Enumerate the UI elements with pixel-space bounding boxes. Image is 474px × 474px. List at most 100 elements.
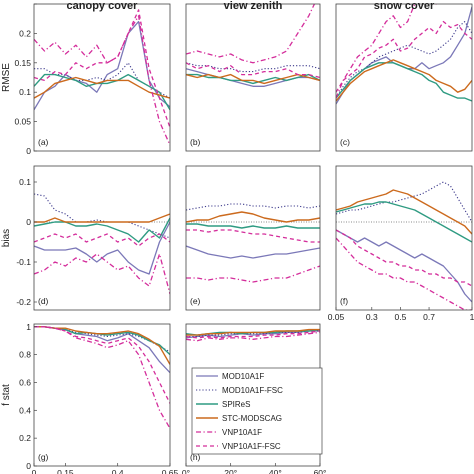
panel-b: view zenith (b)	[185, 0, 321, 152]
y-tick-label: 0.1	[19, 87, 31, 97]
series-mod10a1f	[186, 330, 320, 339]
panel-f: 0.05 0.3 0.5 0.7 1 (f)	[328, 165, 474, 322]
legend-box	[191, 367, 323, 455]
x-tick-label: 0.4	[112, 468, 124, 474]
series-vnp10a1f-fsc	[34, 326, 170, 404]
panel-c: snow cover (c)	[335, 0, 473, 152]
panel-d: -0.2 -0.1 0 0.1 bias (d)	[1, 165, 171, 311]
legend-entry: MOD10A1F	[222, 372, 264, 381]
series-spires	[186, 223, 320, 229]
y-axis-label: RMSE	[1, 63, 12, 92]
series-group	[186, 4, 320, 87]
series-mod10a1f-fsc	[186, 203, 320, 211]
axes-frame	[185, 165, 321, 311]
x-tick-label: 0.65	[162, 468, 179, 474]
series-vnp10a1f-fsc	[336, 20, 472, 93]
panel-title: view zenith	[224, 0, 283, 12]
series-spires	[34, 73, 170, 111]
x-tick-label: 0	[32, 468, 37, 474]
y-tick-label: 0.2	[19, 433, 31, 443]
legend-entry: SPIReS	[222, 400, 250, 409]
series-vnp10a1f	[186, 265, 320, 283]
x-tick-label: 0.15	[57, 468, 74, 474]
series-mod10a1f	[336, 6, 472, 105]
x-tick-label: 1	[470, 312, 474, 322]
axes-frame	[335, 165, 473, 311]
y-tick-label: 0	[26, 146, 31, 156]
y-tick-label: 0.05	[14, 117, 31, 127]
legend-entry: VNP10A1F	[222, 428, 262, 437]
series-vnp10a1f	[186, 4, 316, 64]
series-vnp10a1f-fsc	[34, 9, 170, 128]
panel-g: 0 0.2 0.4 0.6 0.8 1 0 0.15 0.4 0.65 f stat (g)	[1, 322, 179, 474]
series-mod10a1f-fsc	[34, 193, 170, 239]
axes-frame	[33, 323, 171, 467]
panel-title: snow cover	[374, 0, 435, 12]
series-vnp10a1f-fsc	[186, 62, 320, 79]
series-spires	[336, 201, 472, 243]
series-vnp10a1f-fsc	[186, 330, 320, 339]
series-mod10a1f-fsc	[336, 21, 472, 99]
series-vnp10a1f-fsc	[336, 229, 472, 287]
y-tick-label: 0.2	[19, 28, 31, 38]
legend-entry: VNP10A1F-FSC	[222, 442, 281, 451]
panel-label: (e)	[190, 296, 201, 306]
panel-label: (d)	[38, 296, 49, 306]
x-tick-label: 0°	[182, 468, 190, 474]
panel-label: (b)	[190, 137, 201, 147]
series-spires	[186, 73, 320, 85]
series-spires	[34, 217, 170, 243]
legend-entry: STC-MODSCAG	[222, 414, 282, 423]
y-axis-label: bias	[1, 229, 12, 247]
x-tick-label: 0.3	[366, 312, 378, 322]
series-mod10a1f	[34, 20, 170, 111]
series-vnp10a1f	[34, 253, 170, 295]
axes-frame	[185, 3, 321, 152]
series-stc-modscag	[186, 328, 320, 336]
x-tick-label: 60°	[314, 468, 327, 474]
series-stc-modscag	[34, 213, 170, 223]
panel-e: (e)	[185, 165, 321, 311]
series-group	[34, 9, 170, 146]
y-tick-label: 0.1	[19, 177, 31, 187]
axes-frame	[33, 3, 171, 152]
y-tick-label: 0.15	[14, 58, 31, 68]
y-tick-label: 0	[26, 217, 31, 227]
y-tick-label: 0.4	[19, 405, 31, 415]
series-stc-modscag	[186, 73, 320, 85]
series-vnp10a1f-fsc	[186, 229, 320, 243]
series-group	[186, 203, 320, 283]
x-tick-label: 40°	[269, 468, 282, 474]
series-mod10a1f	[336, 229, 472, 303]
series-group	[336, 181, 472, 310]
series-mod10a1f	[186, 245, 320, 259]
x-tick-label: 0.05	[328, 312, 345, 322]
panel-label: (h)	[190, 452, 201, 462]
series-group	[34, 326, 170, 429]
series-group	[34, 193, 170, 295]
y-tick-label: -0.2	[16, 297, 31, 307]
series-group	[186, 328, 320, 342]
series-stc-modscag	[186, 211, 320, 223]
y-axis-label: f stat	[1, 384, 12, 406]
y-tick-label: -0.1	[16, 257, 31, 267]
series-stc-modscag	[34, 76, 170, 99]
x-tick-label: 20°	[224, 468, 237, 474]
panel-label: (f)	[340, 296, 348, 306]
series-stc-modscag	[336, 59, 472, 102]
axes-frame	[33, 165, 171, 311]
series-spires	[336, 62, 472, 102]
series-spires	[34, 326, 170, 356]
series-vnp10a1f-fsc	[34, 233, 170, 247]
legend: MOD10A1F MOD10A1F-FSC SPIReS STC-MODSCAG VNP…	[191, 367, 323, 455]
x-tick-label: 0.7	[423, 312, 435, 322]
panel-label: (c)	[340, 137, 350, 147]
legend-entry: MOD10A1F-FSC	[222, 386, 283, 395]
y-tick-label: 0	[26, 461, 31, 471]
panel-label: (a)	[38, 137, 49, 147]
series-mod10a1f-fsc	[186, 62, 320, 73]
panel-title: canopy cover	[67, 0, 139, 12]
series-mod10a1f-fsc	[336, 181, 472, 223]
y-tick-label: 1	[26, 322, 31, 332]
